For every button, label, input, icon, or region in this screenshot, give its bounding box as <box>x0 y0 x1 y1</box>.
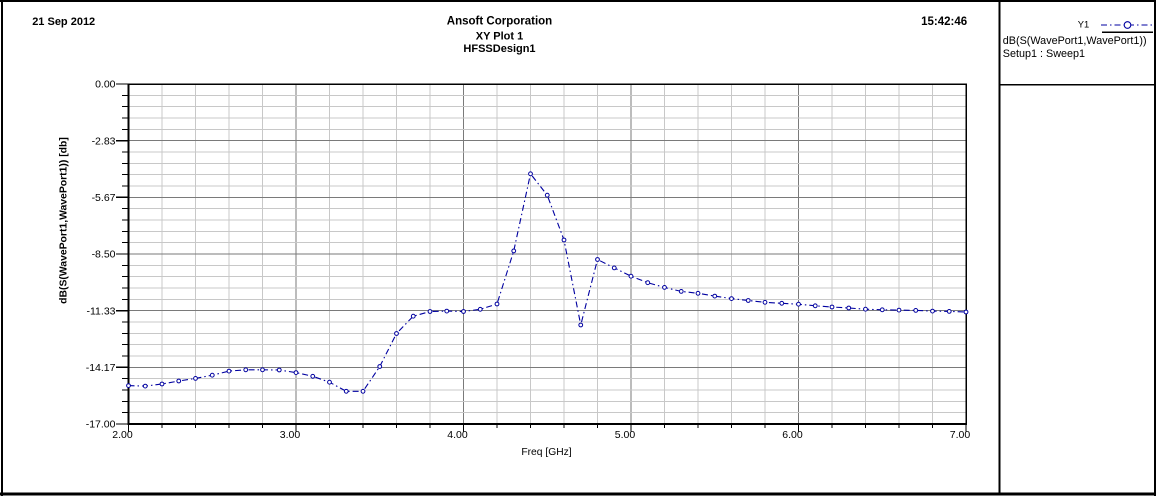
svg-text:-11.33: -11.33 <box>87 305 116 317</box>
svg-text:HFSSDesign1: HFSSDesign1 <box>463 43 535 55</box>
svg-text:-8.50: -8.50 <box>92 249 116 261</box>
svg-text:-14.17: -14.17 <box>86 362 116 374</box>
svg-text:XY Plot 1: XY Plot 1 <box>476 31 523 43</box>
svg-text:-5.67: -5.67 <box>92 192 116 204</box>
svg-text:3.00: 3.00 <box>280 429 301 441</box>
svg-text:Freq [GHz]: Freq [GHz] <box>521 447 571 458</box>
svg-text:15:42:46: 15:42:46 <box>921 16 967 28</box>
svg-text:2.00: 2.00 <box>112 429 133 441</box>
svg-text:-17.00: -17.00 <box>86 419 116 431</box>
svg-text:0.00: 0.00 <box>95 79 116 91</box>
svg-text:5.00: 5.00 <box>615 429 636 441</box>
svg-text:7.00: 7.00 <box>950 429 971 441</box>
svg-text:-2.83: -2.83 <box>92 135 116 147</box>
svg-text:4.00: 4.00 <box>447 429 468 441</box>
svg-text:Ansoft Corporation: Ansoft Corporation <box>447 15 552 27</box>
svg-text:6.00: 6.00 <box>782 429 803 441</box>
svg-text:dB(S(WavePort1,WavePort1)): dB(S(WavePort1,WavePort1)) <box>1003 35 1147 47</box>
svg-text:Y1: Y1 <box>1078 18 1089 29</box>
svg-text:dB(S(WavePort1,WavePort1)) [db: dB(S(WavePort1,WavePort1)) [db] <box>59 137 70 304</box>
svg-text:Setup1 : Sweep1: Setup1 : Sweep1 <box>1003 48 1085 60</box>
svg-text:21 Sep 2012: 21 Sep 2012 <box>32 16 95 28</box>
